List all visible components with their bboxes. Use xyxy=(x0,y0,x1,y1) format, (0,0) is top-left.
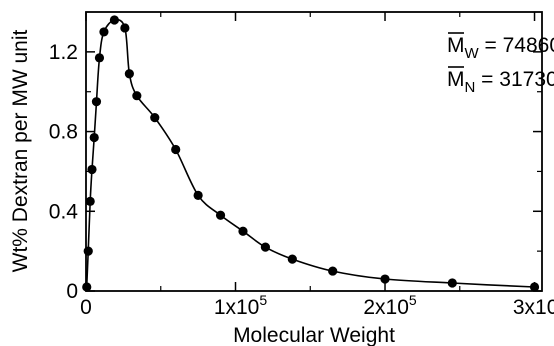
data-point-12 xyxy=(150,113,160,123)
data-point-2 xyxy=(85,196,95,206)
data-point-4 xyxy=(89,132,99,143)
annotations: MW = 74860 MN = 31730 xyxy=(447,32,554,96)
data-point-5 xyxy=(91,97,102,107)
y-tick-label-3: 1.2 xyxy=(49,41,78,64)
data-point-19 xyxy=(328,266,338,276)
data-point-18 xyxy=(287,254,297,264)
data-point-20 xyxy=(380,274,390,284)
data-point-17 xyxy=(260,242,271,252)
x-tick-label-0: 0 xyxy=(80,296,92,319)
data-point-16 xyxy=(238,226,248,236)
y-tick-label-0: 0 xyxy=(66,280,78,303)
x-axis-label: Molecular Weight xyxy=(233,324,395,346)
data-point-3 xyxy=(87,164,97,175)
y-tick-label-2: 0.8 xyxy=(49,121,78,144)
data-point-0 xyxy=(82,282,92,292)
data-point-10 xyxy=(124,69,134,79)
data-point-6 xyxy=(94,53,105,63)
x-tick-label-3: 3x105 xyxy=(513,292,554,319)
data-points xyxy=(82,15,540,292)
data-point-15 xyxy=(215,210,226,220)
y-axis-label: Wt% Dextran per MW unit xyxy=(9,29,32,272)
data-point-1 xyxy=(83,246,93,256)
y-tick-labels: 0 0.4 0.8 1.2 xyxy=(49,41,79,303)
data-point-14 xyxy=(193,190,203,200)
x-tick-label-2: 2x105 xyxy=(363,292,417,319)
data-point-9 xyxy=(120,23,130,33)
y-tick-label-1: 0.4 xyxy=(49,200,79,223)
data-point-22 xyxy=(529,282,540,292)
data-point-8 xyxy=(109,15,120,25)
data-point-11 xyxy=(132,91,142,101)
data-point-21 xyxy=(447,278,457,288)
data-point-13 xyxy=(171,144,181,155)
data-point-7 xyxy=(99,27,109,37)
x-tick-label-1: 1x105 xyxy=(214,292,268,319)
x-tick-labels: 0 1x105 2x105 3x105 xyxy=(80,292,554,319)
plot-frame xyxy=(85,11,543,292)
annotation-0: MW = 74860 xyxy=(447,34,554,62)
annotation-1: MN = 31730 xyxy=(447,68,554,96)
